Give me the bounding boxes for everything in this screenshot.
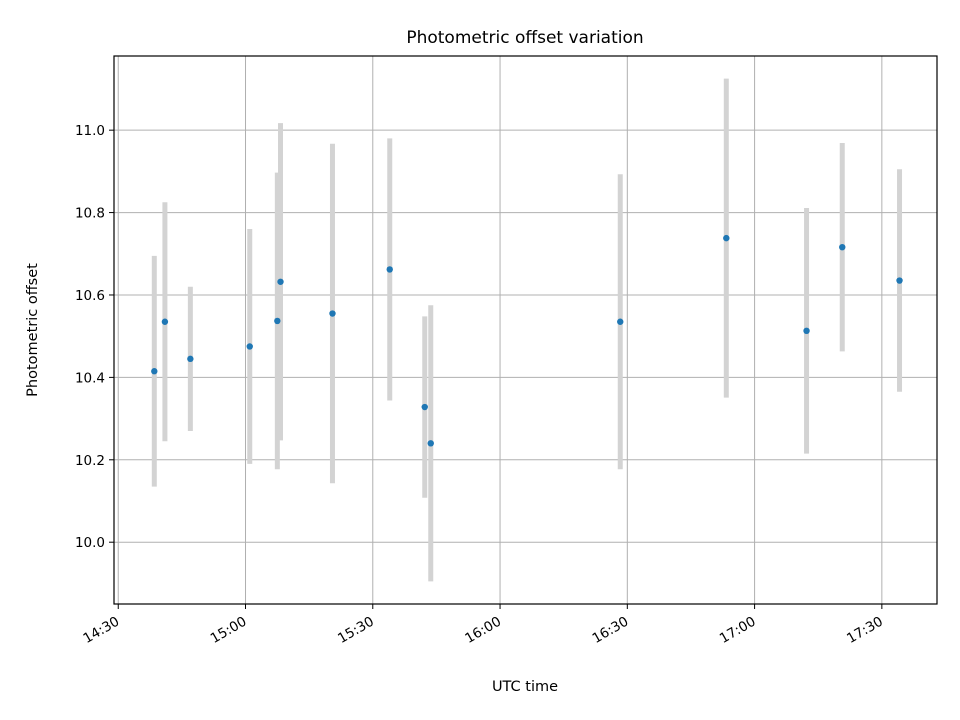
data-point [723, 234, 730, 242]
x-axis-title: UTC time [492, 679, 558, 695]
data-point [274, 317, 281, 325]
data-point [246, 343, 253, 350]
data-point [277, 278, 284, 285]
y-tick-label: 10.4 [75, 370, 105, 386]
data-point [839, 243, 846, 251]
y-axis: 10.0 10.2 10.4 10.6 10.8 11.0 [75, 123, 114, 551]
data-point [151, 368, 158, 375]
data-point [427, 440, 434, 447]
data-point [803, 327, 810, 335]
plot-frame [113, 55, 938, 605]
data-point [187, 355, 194, 363]
data-point [386, 266, 393, 273]
y-tick-label: 10.0 [75, 535, 105, 551]
chart-title: Photometric offset variation [406, 28, 643, 48]
y-tick-label: 11.0 [75, 123, 105, 139]
data-point [421, 403, 428, 411]
y-tick-label: 10.8 [75, 206, 105, 222]
data-point [896, 277, 903, 284]
y-axis-title: Photometric offset [25, 263, 41, 397]
data-point [161, 318, 169, 325]
data-points [151, 234, 903, 447]
y-tick-label: 10.6 [75, 288, 105, 304]
data-point [329, 310, 336, 317]
y-tick-label: 10.2 [75, 453, 105, 469]
data-point [617, 318, 624, 325]
